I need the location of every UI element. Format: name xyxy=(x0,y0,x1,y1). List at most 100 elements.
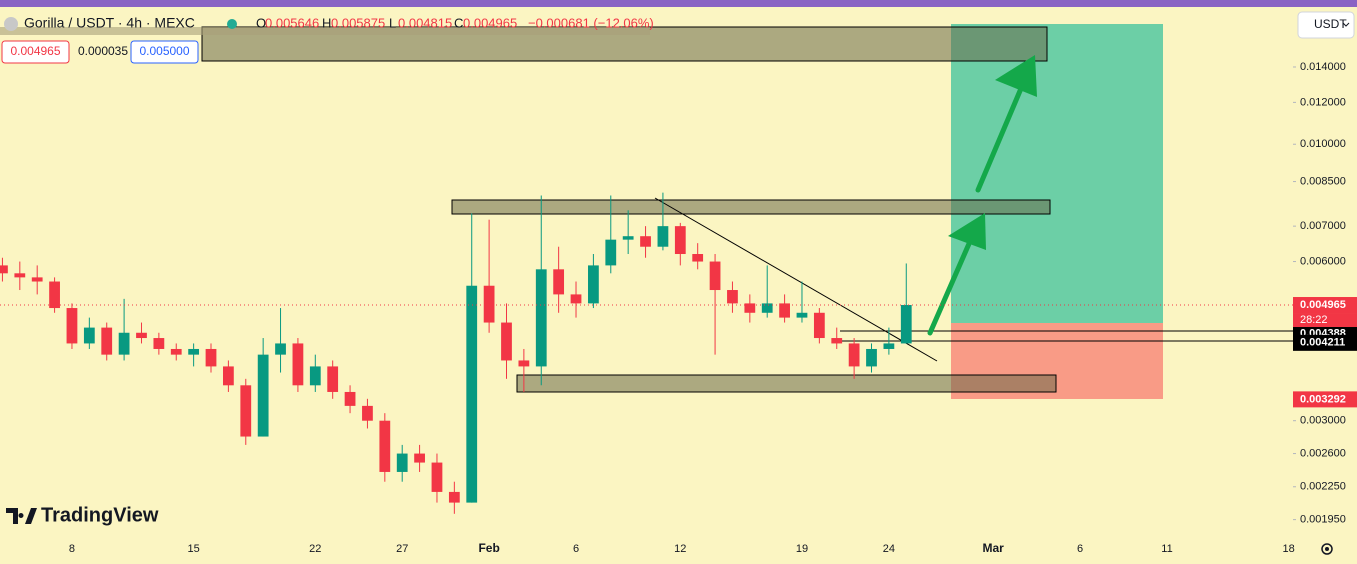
ohlc-value: 0.005875 xyxy=(331,15,385,30)
price-marker-label: 0.004211 xyxy=(1300,337,1345,349)
y-tick-label: 0.003000 xyxy=(1300,415,1346,427)
candle-body xyxy=(170,348,182,355)
change: −0.000681 (−12.06%) xyxy=(528,15,654,30)
candle-body xyxy=(640,236,651,247)
y-tick-label: 0.002600 xyxy=(1300,447,1346,459)
candle-body xyxy=(83,327,95,344)
candle-body xyxy=(709,261,721,291)
symbol-title: Gorilla / USDT · 4h · MEXC xyxy=(24,15,195,31)
candle-body xyxy=(866,348,877,367)
candle-body xyxy=(761,303,773,313)
candle-body xyxy=(66,308,78,344)
x-tick-label: Mar xyxy=(982,541,1004,555)
candle-body xyxy=(518,360,530,367)
header-shade xyxy=(0,27,650,35)
candle-body xyxy=(674,226,686,255)
y-tick-label: 0.014000 xyxy=(1300,61,1346,73)
currency-select[interactable] xyxy=(1297,11,1355,39)
candle-body xyxy=(379,420,391,472)
arrow xyxy=(927,227,978,336)
sell-box[interactable] xyxy=(1,40,70,64)
y-tick-label: 0.010000 xyxy=(1300,138,1346,150)
candle-body xyxy=(257,354,269,437)
candle-body xyxy=(362,405,373,421)
x-tick-label: 11 xyxy=(1161,543,1172,555)
settings[interactable] xyxy=(1321,543,1333,555)
x-tick-label: Feb xyxy=(478,541,499,555)
candle-body xyxy=(292,343,304,386)
candle-body xyxy=(535,269,547,367)
candle-body xyxy=(31,277,43,282)
ohlc-label: C xyxy=(454,15,463,30)
buy-box[interactable] xyxy=(130,40,199,64)
arrow xyxy=(975,69,1031,193)
candle-body xyxy=(344,391,356,406)
x-tick-label: 6 xyxy=(1077,543,1083,555)
symbol-icon xyxy=(4,17,18,31)
trend-line xyxy=(654,197,938,362)
arrow-head xyxy=(995,55,1037,97)
candle-body xyxy=(501,322,512,361)
brand: TradingView xyxy=(41,504,159,526)
candle-body xyxy=(153,338,165,349)
currency[interactable]: USDT xyxy=(1314,17,1347,31)
candle-body xyxy=(466,285,478,503)
arrows xyxy=(927,69,1031,336)
candle-body xyxy=(223,366,234,386)
arrow-head xyxy=(948,213,986,250)
candle-body xyxy=(692,254,704,262)
candle-body xyxy=(553,269,565,295)
top-bar xyxy=(0,0,1357,7)
candle-body xyxy=(605,239,617,266)
buy-price[interactable]: 0.005000 xyxy=(139,44,189,58)
support-zone xyxy=(516,374,1057,393)
countdown: 28:22 xyxy=(1300,314,1328,326)
ohlc-value: 0.004965 xyxy=(463,15,517,30)
y-tick-label: 0.006000 xyxy=(1300,255,1346,267)
y-tick-label: 0.002250 xyxy=(1300,481,1346,493)
candle-body xyxy=(779,303,790,318)
candle-body xyxy=(727,290,738,304)
candle-body xyxy=(657,226,669,247)
price-marker xyxy=(1293,391,1357,408)
candle-body xyxy=(188,348,200,355)
chevron xyxy=(1342,22,1350,27)
candle-body xyxy=(483,285,495,323)
x-tick-label: 19 xyxy=(796,543,808,555)
ohlc-value: 0.005646 xyxy=(265,15,319,30)
resistance-zone xyxy=(451,199,1051,215)
candle-body xyxy=(796,312,808,318)
ohlc-legend: O0.005646 H 0.005875 L 0.004815 C 0.004965 xyxy=(256,15,517,30)
candle-body xyxy=(309,366,321,386)
price-marker xyxy=(1293,297,1357,314)
candle-body xyxy=(0,265,8,274)
x-tick-label: 27 xyxy=(396,543,408,555)
candle-body xyxy=(14,273,26,278)
candle-body xyxy=(813,312,825,339)
time-axis: 8 15 22 27 Feb 6 12 19 24 Mar 6 11 18 xyxy=(69,541,1295,555)
candle-body xyxy=(396,453,408,472)
x-tick-label: 8 xyxy=(69,543,75,555)
candle-body xyxy=(49,281,60,309)
candle-body xyxy=(327,366,339,392)
sell-price[interactable]: 0.004965 xyxy=(10,44,60,58)
ohlc-label: O xyxy=(256,15,266,30)
spread: 0.000035 xyxy=(78,44,128,58)
x-tick-label: 12 xyxy=(674,543,686,555)
candle-body xyxy=(118,332,130,355)
y-tick-label: 0.007000 xyxy=(1300,220,1346,232)
ohlc-label: L xyxy=(389,15,396,30)
candle-body xyxy=(570,294,582,304)
y-tick-label: 0.012000 xyxy=(1300,96,1346,108)
x-tick-label: 18 xyxy=(1283,543,1295,555)
status-dot xyxy=(227,19,237,29)
candle-body xyxy=(205,348,217,367)
candles xyxy=(0,192,912,514)
candle-body xyxy=(831,338,843,344)
settings-dot xyxy=(1325,547,1329,551)
candle-body xyxy=(883,343,895,349)
candle-body xyxy=(414,453,425,463)
candle-body xyxy=(240,385,252,437)
price-marker-label: 0.004965 xyxy=(1300,299,1346,311)
ohlc-value: 0.004815 xyxy=(398,15,452,30)
